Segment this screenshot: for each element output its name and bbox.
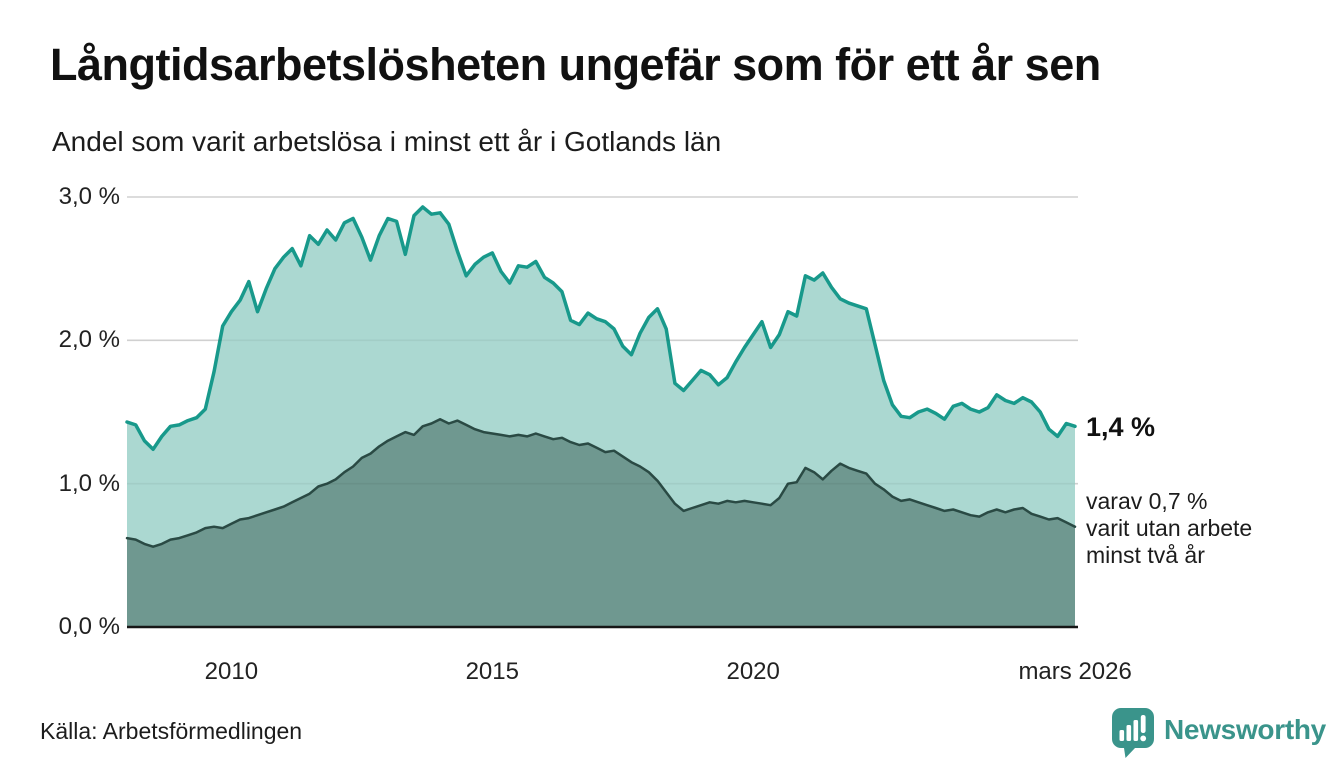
y-tick-label: 1,0 % — [58, 469, 120, 497]
x-tick-label: 2010 — [204, 658, 259, 685]
secondary-annotation-line: varav 0,7 % — [1086, 488, 1208, 514]
chart-subtitle: Andel som varit arbetslösa i minst ett å… — [52, 126, 722, 157]
line-min-one-year — [125, 205, 1077, 452]
page-title: Långtidsarbetslösheten ungefär som för e… — [50, 39, 1101, 90]
x-tick-label: mars 2026 — [1018, 658, 1132, 685]
area-min-two-years — [127, 419, 1075, 627]
secondary-annotation-line: minst två år — [1086, 542, 1205, 568]
y-tick-label: 3,0 % — [58, 183, 120, 210]
x-tick-label: 2020 — [726, 658, 780, 685]
secondary-annotation-line: varit utan arbete — [1086, 515, 1253, 541]
newsworthy-icon — [1112, 708, 1154, 758]
line-min-two-years — [125, 417, 1077, 548]
y-tick-label: 0,0 % — [58, 613, 120, 640]
y-tick-label: 2,0 % — [58, 326, 120, 354]
source-label: Källa: Arbetsförmedlingen — [40, 718, 303, 744]
latest-value-label: 1,4 % — [1086, 412, 1156, 442]
newsworthy-logo: Newsworthy — [1112, 708, 1326, 760]
newsworthy-wordmark: Newsworthy — [1164, 714, 1326, 745]
x-tick-label: 2015 — [465, 658, 519, 685]
secondary-annotation: varav 0,7 % varit utan arbete minst två … — [1086, 488, 1252, 569]
